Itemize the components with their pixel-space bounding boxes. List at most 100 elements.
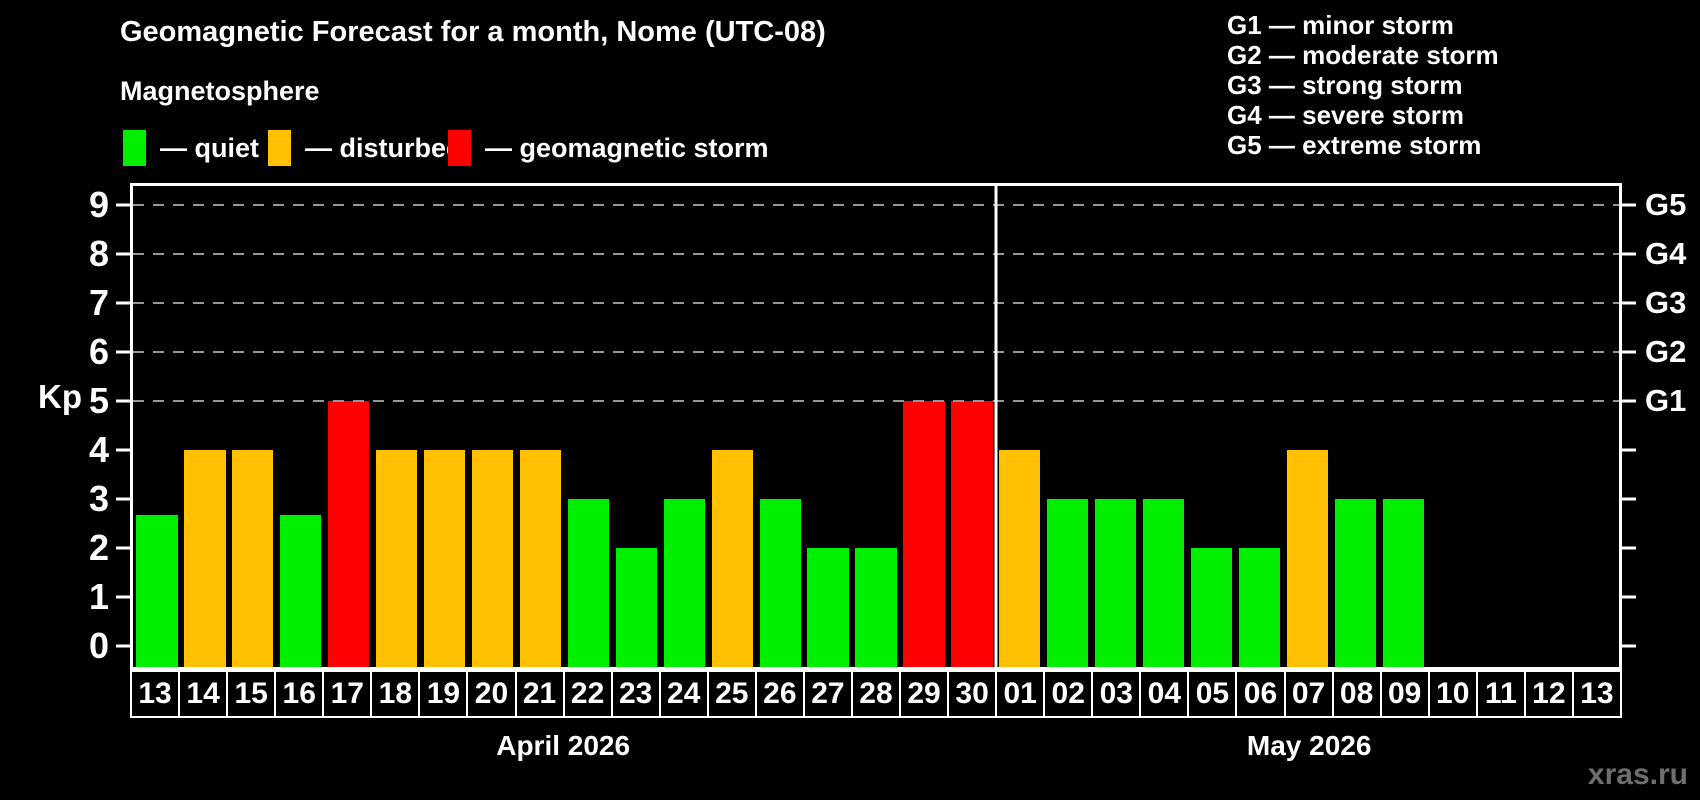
bar-cell-05 [1188, 186, 1236, 667]
bar-cell-27 [804, 186, 852, 667]
bars-container [133, 186, 1619, 667]
legend-item-quiet: — quiet [123, 130, 259, 166]
kp-bar-april-16 [280, 515, 322, 667]
bar-cell-04 [1140, 186, 1188, 667]
bar-cell-21 [517, 186, 565, 667]
right-axis-label-g5: G5 [1645, 186, 1687, 222]
date-cell-may-08: 08 [1331, 670, 1382, 718]
y-axis-label-7: 7 [88, 281, 109, 323]
date-cell-may-03: 03 [1091, 670, 1142, 718]
bar-cell-06 [1236, 186, 1284, 667]
kp-bar-april-23 [615, 548, 657, 667]
bar-cell-23 [612, 186, 660, 667]
g3-legend-line: G3 — strong storm [1227, 70, 1463, 100]
date-cell-april-17: 17 [322, 670, 373, 718]
bar-cell-18 [373, 186, 421, 667]
g1-legend-line: G1 — minor storm [1227, 10, 1454, 40]
date-cell-april-18: 18 [370, 670, 421, 718]
date-cell-april-23: 23 [610, 670, 661, 718]
left-tick-kp-1 [116, 595, 130, 599]
kp-bar-may-06 [1238, 548, 1281, 667]
y-axis-label-3: 3 [88, 478, 109, 520]
storm-color-swatch-icon [448, 130, 471, 166]
date-cell-may-01: 01 [995, 670, 1046, 718]
quiet-color-swatch-icon [123, 130, 146, 166]
g5-legend-line: G5 — extreme storm [1227, 130, 1482, 160]
right-tick-kp-2 [1622, 546, 1636, 550]
right-tick-kp-4 [1622, 448, 1636, 452]
bar-cell-11 [1475, 186, 1523, 667]
gridline-kp-5 [133, 399, 1619, 402]
left-tick-kp-9 [116, 203, 130, 207]
date-cell-may-13: 13 [1571, 670, 1622, 718]
legend-item-storm: — geomagnetic storm [448, 130, 769, 166]
left-tick-kp-2 [116, 546, 130, 550]
bar-cell-13 [1571, 186, 1619, 667]
date-cell-april-13: 13 [130, 670, 181, 718]
date-cell-april-22: 22 [562, 670, 613, 718]
date-cell-april-20: 20 [466, 670, 517, 718]
legend-label-storm: — geomagnetic storm [485, 132, 769, 163]
date-cell-april-16: 16 [274, 670, 325, 718]
date-cell-may-11: 11 [1475, 670, 1526, 718]
y-axis-label-5: 5 [88, 379, 109, 421]
kp-bar-april-24 [663, 499, 705, 667]
legend-label-quiet: — quiet [160, 132, 259, 163]
bar-cell-07 [1284, 186, 1332, 667]
bar-cell-22 [564, 186, 612, 667]
bar-cell-29 [900, 186, 948, 667]
bar-cell-10 [1427, 186, 1475, 667]
left-tick-kp-8 [116, 252, 130, 256]
bar-cell-02 [1044, 186, 1092, 667]
kp-bar-may-03 [1095, 499, 1137, 667]
kp-bar-april-15 [232, 450, 274, 667]
kp-bar-april-25 [711, 450, 753, 667]
right-axis-label-g4: G4 [1645, 235, 1687, 271]
right-tick-kp-3 [1622, 497, 1636, 501]
watermark: xras.ru [1587, 758, 1688, 791]
bar-cell-08 [1331, 186, 1379, 667]
right-tick-kp-1 [1622, 595, 1636, 599]
right-axis-label-g3: G3 [1645, 284, 1687, 320]
kp-bar-april-21 [519, 450, 562, 667]
date-cell-april-28: 28 [850, 670, 901, 718]
date-cell-may-12: 12 [1523, 670, 1574, 718]
date-cell-april-15: 15 [226, 670, 277, 718]
y-axis-label-1: 1 [88, 576, 109, 618]
left-tick-kp-6 [116, 350, 130, 354]
g4-legend-line: G4 — severe storm [1227, 100, 1465, 130]
legend-item-disturbed: — disturbed [268, 130, 463, 166]
right-tick-kp-8 [1622, 252, 1636, 256]
bar-cell-17 [325, 186, 373, 667]
legend-label-disturbed: — disturbed [305, 132, 463, 163]
kp-bar-april-17 [328, 400, 370, 667]
y-axis-title: Kp [38, 378, 82, 415]
bar-cell-09 [1379, 186, 1427, 667]
bar-cell-01 [996, 186, 1044, 667]
y-axis-label-4: 4 [88, 429, 109, 471]
right-axis-label-g2: G2 [1645, 333, 1687, 369]
bar-cell-25 [708, 186, 756, 667]
disturbed-color-swatch-icon [268, 130, 291, 166]
bar-cell-14 [181, 186, 229, 667]
kp-bar-may-09 [1382, 499, 1424, 667]
date-cell-april-26: 26 [754, 670, 805, 718]
date-cell-april-19: 19 [418, 670, 469, 718]
plot-area: 0 1 2 3 4 5 6 7 8 9 G1 G2 G3 G4 G5 [89, 183, 1686, 670]
right-axis-label-g1: G1 [1645, 382, 1687, 418]
left-tick-kp-7 [116, 301, 130, 305]
date-cell-may-04: 04 [1139, 670, 1190, 718]
right-tick-kp-9 [1622, 203, 1636, 207]
kp-bar-may-01 [999, 450, 1041, 667]
kp-bar-may-04 [1143, 499, 1185, 667]
y-axis-label-9: 9 [88, 183, 109, 225]
kp-bar-april-28 [855, 548, 897, 667]
right-tick-kp-0 [1622, 644, 1636, 648]
bar-cell-26 [756, 186, 804, 667]
bar-cell-13 [133, 186, 181, 667]
kp-bar-april-26 [759, 499, 801, 667]
date-cell-april-24: 24 [658, 670, 709, 718]
date-cell-may-05: 05 [1187, 670, 1238, 718]
bar-cell-28 [852, 186, 900, 667]
bar-cell-16 [277, 186, 325, 667]
